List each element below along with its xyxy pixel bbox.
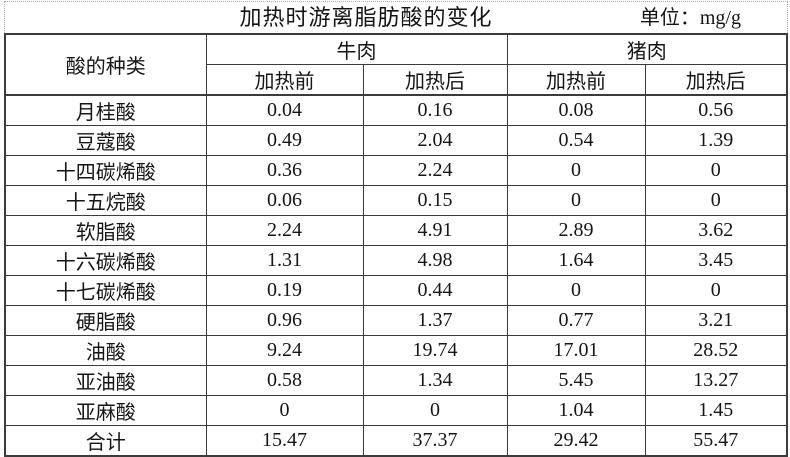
value-cell: 19.74 [362, 335, 508, 366]
header-sub-row: 加热前 加热后 加热前 加热后 [5, 64, 788, 96]
table-row: 硬脂酸 0.96 1.37 0.77 3.21 [4, 305, 788, 336]
value-cell: 1.34 [362, 365, 508, 396]
table-row: 十五烷酸 0.06 0.15 0 0 [4, 185, 788, 216]
value-cell: 0.08 [506, 94, 646, 126]
value-cell: 0 [506, 275, 646, 306]
value-cell: 1.39 [644, 125, 788, 156]
value-cell: 0.44 [362, 275, 508, 306]
value-cell: 0.06 [205, 185, 364, 216]
value-cell: 0 [205, 395, 364, 426]
value-cell: 5.45 [506, 365, 646, 396]
value-cell: 2.89 [506, 215, 646, 246]
acid-name-cell: 油酸 [4, 335, 207, 366]
acid-name-cell: 软脂酸 [4, 215, 207, 246]
column-header-acid-type: 酸的种类 [4, 33, 207, 96]
value-cell: 4.98 [362, 245, 508, 276]
sub-header-beef-after: 加热后 [362, 64, 508, 96]
table-row: 油酸 9.24 19.74 17.01 28.52 [4, 335, 788, 366]
value-cell: 4.91 [362, 215, 508, 246]
header-group-row: 酸的种类 牛肉 猪肉 [4, 33, 788, 96]
value-cell: 3.21 [644, 305, 788, 336]
value-cell: 0 [644, 275, 788, 306]
value-cell: 1.64 [506, 245, 646, 276]
table-row: 十七碳烯酸 0.19 0.44 0 0 [4, 275, 788, 306]
value-cell: 1.04 [506, 395, 646, 426]
value-cell: 0 [644, 155, 788, 186]
value-cell: 0.36 [205, 155, 364, 186]
acid-name-cell: 硬脂酸 [4, 305, 207, 336]
table-row: 十四碳烯酸 0.36 2.24 0 0 [4, 155, 788, 186]
value-cell: 1.31 [205, 245, 364, 276]
total-value-cell: 15.47 [205, 425, 364, 457]
value-cell: 2.04 [362, 125, 508, 156]
value-cell: 2.24 [205, 215, 364, 246]
acid-name-cell: 豆蔻酸 [4, 125, 207, 156]
table-row: 亚麻酸 0 0 1.04 1.45 [4, 395, 788, 426]
total-value-cell: 37.37 [362, 425, 508, 457]
table-row: 十六碳烯酸 1.31 4.98 1.64 3.45 [4, 245, 788, 276]
value-cell: 3.45 [644, 245, 788, 276]
value-cell: 0 [362, 395, 508, 426]
acid-name-cell: 十六碳烯酸 [4, 245, 207, 276]
value-cell: 2.24 [362, 155, 508, 186]
total-value-cell: 29.42 [506, 425, 646, 457]
value-cell: 1.37 [362, 305, 508, 336]
sub-header-pork-before: 加热前 [506, 64, 646, 96]
value-cell: 0 [506, 185, 646, 216]
value-cell: 1.45 [644, 395, 788, 426]
value-cell: 0.77 [506, 305, 646, 336]
table-row: 亚油酸 0.58 1.34 5.45 13.27 [4, 365, 788, 396]
sub-header-beef-before: 加热前 [205, 64, 364, 96]
acid-name-cell: 十七碳烯酸 [4, 275, 207, 306]
table-caption-bar: 加热时游离脂肪酸的变化 单位：mg/g [4, 1, 788, 33]
value-cell: 0.56 [644, 94, 788, 126]
group-header-beef: 牛肉 [205, 33, 508, 65]
value-cell: 28.52 [644, 335, 788, 366]
value-cell: 0.49 [205, 125, 364, 156]
total-value-cell: 55.47 [644, 425, 788, 457]
value-cell: 17.01 [506, 335, 646, 366]
value-cell: 3.62 [644, 215, 788, 246]
fatty-acid-table: 酸的种类 牛肉 猪肉 加热前 加热后 加热前 加热后 月桂酸 0.04 0.16… [4, 33, 788, 457]
group-header-pork: 猪肉 [506, 33, 788, 65]
value-cell: 0.19 [205, 275, 364, 306]
acid-name-cell: 亚油酸 [4, 365, 207, 396]
value-cell: 0.04 [205, 94, 364, 126]
value-cell: 13.27 [644, 365, 788, 396]
table-row: 月桂酸 0.04 0.16 0.08 0.56 [4, 94, 788, 126]
document-page: 加热时游离脂肪酸的变化 单位：mg/g 酸的种类 牛肉 猪肉 加热前 加热后 加… [4, 1, 788, 457]
value-cell: 9.24 [205, 335, 364, 366]
value-cell: 0 [644, 185, 788, 216]
total-label-cell: 合计 [4, 425, 207, 457]
value-cell: 0 [506, 155, 646, 186]
table-row: 豆蔻酸 0.49 2.04 0.54 1.39 [4, 125, 788, 156]
acid-name-cell: 十四碳烯酸 [4, 155, 207, 186]
value-cell: 0.58 [205, 365, 364, 396]
acid-name-cell: 十五烷酸 [4, 185, 207, 216]
table-row-total: 合计 15.47 37.37 29.42 55.47 [4, 425, 788, 457]
value-cell: 0.96 [205, 305, 364, 336]
table-row: 软脂酸 2.24 4.91 2.89 3.62 [4, 215, 788, 246]
unit-label: 单位：mg/g [639, 7, 741, 29]
acid-name-cell: 亚麻酸 [4, 395, 207, 426]
value-cell: 0.54 [506, 125, 646, 156]
value-cell: 0.15 [362, 185, 508, 216]
sub-header-pork-after: 加热后 [644, 64, 788, 96]
table-title: 加热时游离脂肪酸的变化 [239, 5, 493, 30]
acid-name-cell: 月桂酸 [4, 94, 207, 126]
value-cell: 0.16 [362, 94, 508, 126]
